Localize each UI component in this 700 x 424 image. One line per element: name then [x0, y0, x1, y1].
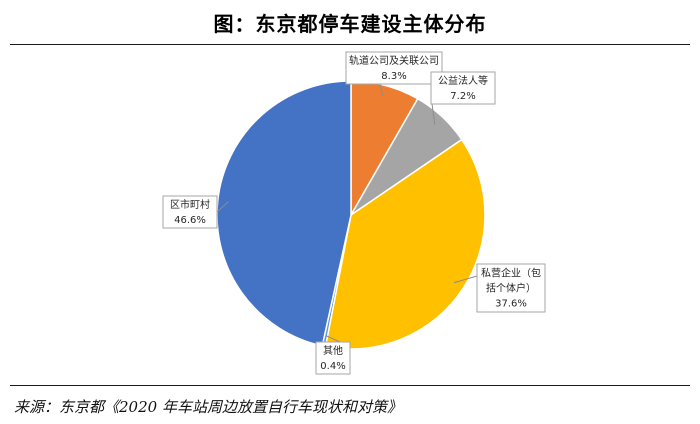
chart-title: 图：东京都停车建设主体分布 — [213, 12, 487, 36]
pie-slices — [216, 80, 486, 350]
bottom-divider — [10, 385, 690, 386]
leader-line — [453, 275, 478, 284]
slice-value-label: 7.2% — [450, 91, 475, 102]
callout-box — [476, 263, 546, 313]
slice-value-label: 37.6% — [495, 299, 527, 310]
leader-line — [379, 83, 384, 96]
slice-value-label: 46.6% — [174, 215, 206, 226]
callout-box — [345, 51, 443, 85]
pie-slice — [216, 80, 352, 347]
slice-category-label: 区市町村 — [170, 198, 210, 211]
slice-category-label: 公益法人等 — [438, 74, 488, 87]
callout-box — [430, 71, 496, 105]
slice-value-label: 0.4% — [320, 361, 345, 372]
leader-line — [325, 335, 341, 343]
slice-category-label: 轨道公司及关联公司 — [349, 54, 439, 67]
source-note: 来源：东京都《2020 年车站周边放置自行车现状和对策》 — [14, 398, 402, 416]
slice-category-label: 私营企业（包 — [481, 267, 541, 280]
top-divider — [10, 44, 690, 45]
pie-slice — [324, 138, 486, 350]
leader-line — [216, 201, 229, 213]
slice-category-label: 括个体户） — [486, 282, 536, 295]
callout-box — [315, 341, 351, 375]
slice-value-label: 8.3% — [381, 71, 406, 82]
slice-category-label: 其他 — [323, 344, 343, 357]
callout-box — [162, 195, 218, 229]
